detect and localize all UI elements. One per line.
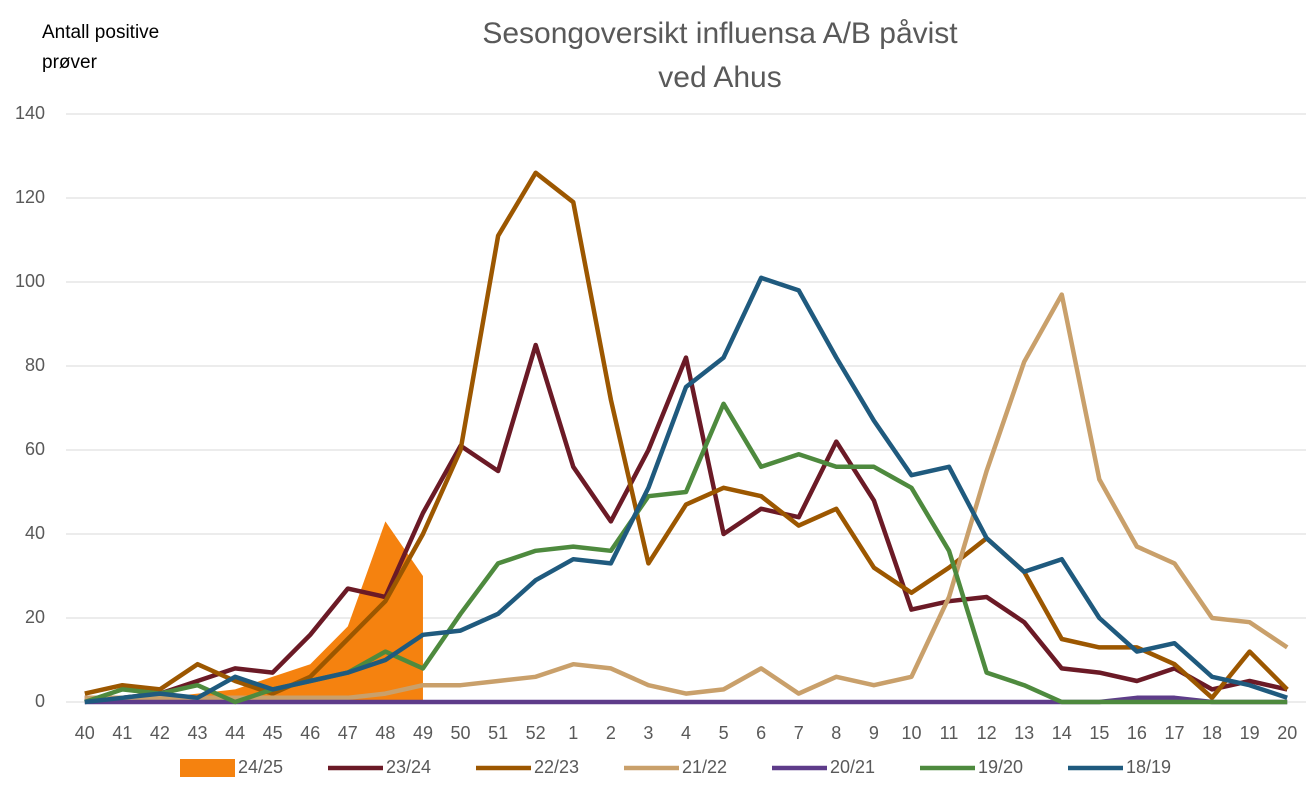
y-tick-label: 140 bbox=[15, 103, 45, 123]
x-tick-label: 14 bbox=[1052, 723, 1072, 743]
x-tick-label: 45 bbox=[263, 723, 283, 743]
legend-label: 18/19 bbox=[1126, 757, 1171, 777]
legend-label: 23/24 bbox=[386, 757, 431, 777]
x-tick-label: 1 bbox=[568, 723, 578, 743]
area bbox=[84, 521, 423, 702]
x-tick-label: 9 bbox=[869, 723, 879, 743]
y-tick-label: 120 bbox=[15, 187, 45, 207]
x-tick-label: 49 bbox=[413, 723, 433, 743]
x-tick-label: 16 bbox=[1127, 723, 1147, 743]
y-tick-label: 100 bbox=[15, 271, 45, 291]
legend-label: 20/21 bbox=[830, 757, 875, 777]
x-tick-label: 7 bbox=[794, 723, 804, 743]
x-tick-label: 42 bbox=[150, 723, 170, 743]
x-tick-label: 8 bbox=[831, 723, 841, 743]
x-tick-label: 41 bbox=[112, 723, 132, 743]
line bbox=[84, 342, 1288, 701]
x-tick-label: 20 bbox=[1277, 723, 1297, 743]
legend-label: 22/23 bbox=[534, 757, 579, 777]
legend-label: 19/20 bbox=[978, 757, 1023, 777]
y-tick-label: 0 bbox=[35, 691, 45, 711]
y-tick-label: 40 bbox=[25, 523, 45, 543]
x-tick-label: 44 bbox=[225, 723, 245, 743]
x-tick-label: 10 bbox=[901, 723, 921, 743]
y-tick-label: 80 bbox=[25, 355, 45, 375]
x-tick-label: 11 bbox=[940, 723, 959, 743]
x-tick-label: 47 bbox=[338, 723, 358, 743]
x-tick-label: 18 bbox=[1202, 723, 1222, 743]
x-tick-label: 5 bbox=[719, 723, 729, 743]
x-tick-label: 3 bbox=[643, 723, 653, 743]
x-tick-label: 40 bbox=[75, 723, 95, 743]
x-tick-label: 2 bbox=[606, 723, 616, 743]
x-tick-label: 43 bbox=[187, 723, 207, 743]
legend-label: 21/22 bbox=[682, 757, 727, 777]
x-tick-label: 12 bbox=[977, 723, 997, 743]
x-tick-label: 52 bbox=[526, 723, 546, 743]
line bbox=[84, 401, 1288, 705]
line bbox=[84, 275, 1288, 705]
x-tick-label: 15 bbox=[1089, 723, 1109, 743]
x-tick-label: 46 bbox=[300, 723, 320, 743]
legend-swatch bbox=[180, 759, 235, 777]
x-tick-label: 19 bbox=[1240, 723, 1260, 743]
x-tick-label: 6 bbox=[756, 723, 766, 743]
legend-label: 24/25 bbox=[238, 757, 283, 777]
y-tick-label: 60 bbox=[25, 439, 45, 459]
x-tick-label: 13 bbox=[1014, 723, 1034, 743]
y-axis-label: Antall positive prøver bbox=[42, 22, 160, 73]
line bbox=[84, 292, 1289, 701]
x-tick-label: 17 bbox=[1164, 723, 1184, 743]
x-tick-label: 48 bbox=[375, 723, 395, 743]
x-tick-label: 4 bbox=[681, 723, 691, 743]
x-tick-label: 51 bbox=[488, 723, 508, 743]
chart-title: Sesongoversikt influensa A/B påvist ved … bbox=[482, 17, 958, 94]
line bbox=[84, 170, 1289, 701]
x-tick-label: 50 bbox=[451, 723, 471, 743]
y-tick-label: 20 bbox=[25, 607, 45, 627]
